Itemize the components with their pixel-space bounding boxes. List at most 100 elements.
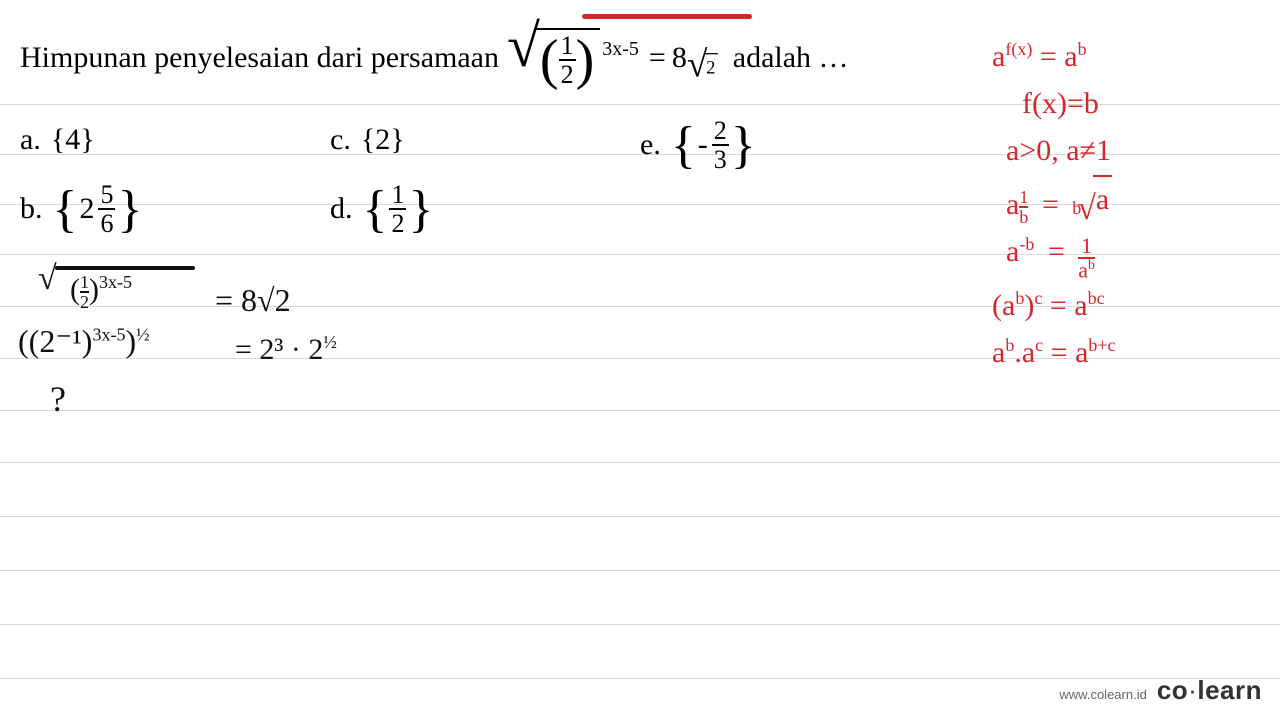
work-line2-rhs: = 2³ · 2½	[235, 332, 337, 367]
work-l2-open: ((2⁻¹)	[18, 323, 92, 359]
rule7-eq: =	[1051, 336, 1068, 369]
radicand: ( 1 2 )	[534, 28, 600, 89]
brand-co: co	[1157, 675, 1188, 705]
option-d: d. { 1 2 }	[330, 181, 433, 238]
rule1-exp: f(x)	[1005, 39, 1032, 59]
brand-learn: learn	[1197, 675, 1262, 705]
fraction-half: 1 2	[559, 32, 576, 89]
rule-4: a1b = b √ a	[1006, 175, 1252, 227]
rule-1: af(x) = ab	[992, 34, 1252, 79]
sqrt-expression: √ ( 1 2 )	[507, 28, 600, 89]
option-c-value: {2}	[361, 123, 405, 157]
rule4-radicand: a	[1093, 175, 1112, 222]
option-e-neg: -	[698, 128, 708, 162]
rule7-b1: a	[992, 336, 1005, 369]
rule6-eq: =	[1050, 289, 1067, 322]
equation-lhs: √ ( 1 2 ) 3x-5	[507, 28, 639, 89]
right-brace-icon: }	[117, 189, 142, 231]
question-text: Himpunan penyelesaian dari persamaan √ (…	[20, 28, 849, 89]
option-a: a. {4}	[20, 123, 95, 157]
rule4-eq: =	[1042, 188, 1059, 221]
exponent-rules-notes: af(x) = ab f(x)=b a>0, a≠1 a1b = b √ a a…	[992, 34, 1252, 377]
rule4-base: a	[1006, 188, 1019, 221]
brand-dot-icon: ·	[1188, 675, 1197, 705]
work-l2-e2: ½	[136, 324, 150, 344]
rule5-exp: -b	[1019, 234, 1034, 254]
rule7-rb: a	[1075, 336, 1088, 369]
fraction-num: 1	[559, 32, 576, 59]
option-e-label: e.	[640, 128, 661, 162]
left-brace-icon: {	[671, 125, 696, 167]
question-prefix: Himpunan penyelesaian dari persamaan	[20, 41, 499, 75]
page-root: Himpunan penyelesaian dari persamaan √ (…	[0, 0, 1280, 720]
work-sqrt-bar	[55, 266, 195, 270]
rule5-dexp: b	[1088, 258, 1095, 273]
option-b-label: b.	[20, 192, 43, 226]
rule4-den: b	[1019, 206, 1028, 226]
option-d-den: 2	[389, 208, 406, 237]
rule5-dbase: a	[1078, 257, 1088, 282]
rule-2: f(x)=b	[1022, 81, 1252, 126]
rule5-base: a	[1006, 235, 1019, 268]
work-l2-close: )	[125, 323, 136, 359]
radical-sign: √	[507, 24, 540, 85]
option-e-num: 2	[712, 117, 729, 144]
red-marker-stroke	[582, 14, 752, 19]
rule4-num: 1	[1019, 188, 1028, 206]
rule1-eq: =	[1040, 40, 1057, 73]
work-radical-icon: √	[38, 260, 57, 298]
footer-url: www.colearn.id	[1059, 687, 1146, 702]
option-d-frac: 1 2	[389, 181, 406, 238]
option-d-label: d.	[330, 192, 353, 226]
option-c: c. {2}	[330, 123, 405, 157]
rule-3: a>0, a≠1	[1006, 128, 1252, 173]
rule6-oexp: c	[1034, 288, 1042, 308]
option-b-den: 6	[98, 208, 115, 237]
work-l2-e1: 3x-5	[92, 324, 125, 344]
rhs-coeff: 8	[672, 41, 687, 75]
option-b: b. { 2 5 6 }	[20, 181, 142, 238]
exponent-3x-5: 3x-5	[602, 38, 639, 61]
rule6-rexp: bc	[1088, 288, 1105, 308]
right-brace-icon: }	[408, 189, 433, 231]
rule6-iexp: b	[1015, 288, 1024, 308]
rule4-root: b √ a	[1072, 175, 1112, 222]
rule5-frac: 1 ab	[1078, 235, 1095, 281]
rule6-rbase: a	[1074, 289, 1087, 322]
option-e: e. { - 2 3 }	[640, 117, 756, 174]
rule4-exp-frac: 1b	[1019, 188, 1028, 226]
rule7-re: b+c	[1088, 335, 1115, 355]
left-brace-icon: {	[53, 189, 78, 231]
rule5-eq: =	[1048, 235, 1065, 268]
fraction-den: 2	[559, 59, 576, 88]
option-e-den: 3	[712, 144, 729, 173]
rule1-rexp: b	[1078, 39, 1087, 59]
option-b-whole: 2	[79, 192, 94, 226]
option-b-num: 5	[98, 181, 115, 208]
rule-6: (ab)c = abc	[992, 283, 1252, 328]
left-paren: (	[540, 35, 559, 85]
right-paren: )	[576, 35, 595, 85]
question-suffix: adalah …	[733, 41, 849, 75]
rhs-sqrt: √ 2	[687, 53, 718, 81]
option-d-set: { 1 2 }	[363, 181, 434, 238]
work-l1-frac: 12	[80, 273, 89, 311]
brand-logo: co·learn	[1157, 675, 1262, 706]
radical-sign-small: √	[687, 50, 707, 78]
option-c-label: c.	[330, 123, 351, 157]
work-l2-rhs-exp: ½	[323, 332, 337, 352]
work-l2-rhs-main: = 2³ · 2	[235, 333, 323, 366]
rule7-e2: c	[1035, 335, 1043, 355]
option-e-set: { - 2 3 }	[671, 117, 756, 174]
rule-5: a-b = 1 ab	[1006, 229, 1252, 281]
rule7-dot: .	[1014, 336, 1022, 369]
rule6-ibase: a	[1002, 289, 1015, 322]
work-l1-den: 2	[80, 291, 89, 311]
work-line2: ((2⁻¹)3x-5)½	[18, 322, 150, 360]
option-b-set: { 2 5 6 }	[53, 181, 143, 238]
option-a-label: a.	[20, 123, 41, 157]
rule-7: ab.ac = ab+c	[992, 330, 1252, 375]
option-a-value: {4}	[51, 123, 95, 157]
work-line3: ?	[50, 378, 66, 420]
footer-brand: www.colearn.id co·learn	[1059, 675, 1262, 706]
